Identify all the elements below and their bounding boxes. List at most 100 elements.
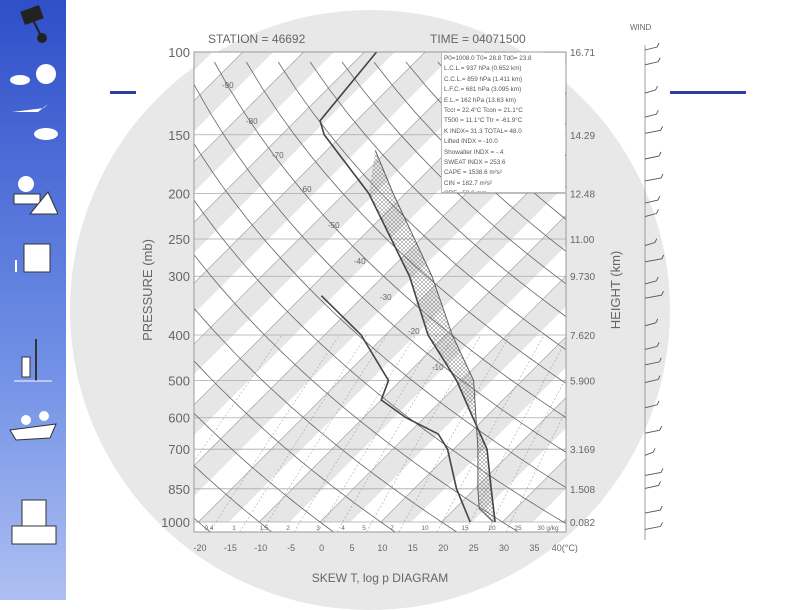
- height-tick-label: 11.00: [570, 235, 595, 246]
- height-tick-label: 1.508: [570, 485, 595, 496]
- height-tick-label: 0.082: [570, 518, 595, 529]
- index-line: T500 = 11.1°C Ttr = -61.9°C: [444, 116, 563, 126]
- pressure-tick-label: 150: [168, 128, 190, 143]
- mixing-ratio-label: 1: [232, 525, 236, 532]
- isotherm-band: [0, 52, 152, 522]
- wind-barb: [645, 376, 660, 383]
- dry-adiabat: [0, 62, 148, 532]
- height-tick-label: 14.29: [570, 131, 595, 142]
- mixing-ratio-label: 1.5: [259, 525, 268, 532]
- index-line: E.L.= 162 hPa (13.63 km): [444, 96, 563, 106]
- pressure-tick-label: 400: [168, 328, 190, 343]
- wind-barb: [645, 277, 658, 284]
- wind-barb: [645, 174, 663, 181]
- station-label: STATION = 46692: [208, 32, 306, 46]
- index-line: L.F.C.= 681 hPa (3.095 km): [444, 85, 563, 95]
- temperature-tick-label: 10: [377, 543, 387, 553]
- wind-barb: [645, 468, 663, 475]
- isotherm-band: [563, 52, 800, 522]
- wind-barb: [645, 481, 661, 488]
- wind-barb: [645, 255, 664, 262]
- pressure-tick-label: 500: [168, 374, 190, 389]
- dry-adiabat: [629, 62, 800, 532]
- pressure-tick-label: 250: [168, 232, 190, 247]
- isotherm-label: -20: [408, 327, 420, 336]
- index-line: L.C.L.= 937 hPa (0.652 km): [444, 64, 563, 74]
- mixing-ratio-label: 10: [421, 525, 429, 532]
- isotherm: [0, 52, 60, 522]
- temperature-tick-label: 30: [499, 543, 509, 553]
- height-tick-label: 16.71: [570, 48, 595, 59]
- mixing-ratio-label: 7: [390, 525, 394, 532]
- wind-barb: [645, 426, 662, 433]
- index-line: P0=1008.0 T0= 28.8 Td0= 23.8: [444, 54, 563, 64]
- height-tick-label: 7.620: [570, 331, 595, 342]
- isotherm-band: [0, 52, 91, 522]
- isotherm-label: -30: [380, 293, 392, 302]
- mixing-ratio-label: 2: [286, 525, 290, 532]
- time-label: TIME = 04071500: [430, 32, 526, 46]
- mixing-ratio-label: 5: [362, 525, 366, 532]
- temperature-tick-label: -5: [287, 543, 295, 553]
- isotherm-label: -40: [354, 257, 366, 266]
- isotherm-label: -10: [432, 363, 444, 372]
- wind-barb: [645, 342, 659, 349]
- mixing-ratio-label: 20: [488, 525, 496, 532]
- mixing-ratio-label: 3: [316, 525, 320, 532]
- temperature-tick-label: 40(°C): [552, 543, 578, 553]
- temperature-tick-label: 15: [408, 543, 418, 553]
- index-line: Lifted INDX = -10.0: [444, 137, 563, 147]
- wind-barb: [645, 401, 659, 408]
- wind-barb: [645, 58, 660, 65]
- isotherm-label: -50: [328, 221, 340, 230]
- index-line: Tccl = 22.4°C Tcon = 21.1°C: [444, 106, 563, 116]
- wind-barb: [645, 239, 657, 246]
- temperature-tick-label: 5: [349, 543, 354, 553]
- wind-barb: [645, 152, 661, 159]
- y-axis-right-label: HEIGHT (km): [608, 251, 623, 329]
- wind-barb: [645, 196, 660, 203]
- wind-barb: [645, 506, 662, 513]
- index-line: CIN = 182.7 m²s²: [444, 179, 563, 189]
- temperature-tick-label: 0: [319, 543, 324, 553]
- wind-barb: [645, 126, 663, 133]
- height-tick-label: 3.169: [570, 445, 595, 456]
- isotherm: [563, 52, 800, 522]
- height-tick-label: 12.48: [570, 189, 595, 200]
- index-line: CAPE = 1538.6 m²s²: [444, 168, 563, 178]
- wind-barb: [645, 110, 658, 117]
- isotherm: [0, 52, 121, 522]
- temperature-tick-label: -10: [254, 543, 267, 553]
- pressure-tick-label: 850: [168, 482, 190, 497]
- isotherm-label: -70: [272, 151, 284, 160]
- index-line: Showalter INDX = -.4: [444, 148, 563, 158]
- pressure-tick-label: 600: [168, 411, 190, 426]
- wind-barb: [645, 86, 658, 93]
- temperature-tick-label: -20: [193, 543, 206, 553]
- temperature-tick-label: -15: [224, 543, 237, 553]
- wind-barb: [645, 43, 659, 50]
- index-line: K INDX= 31.3 TOTAL= 48.0: [444, 127, 563, 137]
- y-axis-label: PRESSURE (mb): [140, 239, 155, 341]
- wind-barb: [645, 522, 663, 529]
- temperature-tick-label: 35: [529, 543, 539, 553]
- isotherm-label: -60: [300, 185, 312, 194]
- mixing-ratio-label: 30 g/kg: [537, 525, 559, 532]
- temperature-tick-label: 20: [438, 543, 448, 553]
- mixing-ratio-label: 25: [514, 525, 522, 532]
- dry-adiabat: [565, 62, 800, 532]
- height-tick-label: 9.730: [570, 272, 595, 283]
- height-tick-label: 5.900: [570, 377, 595, 388]
- mixing-ratio-label: 15: [461, 525, 469, 532]
- isotherm-label: -90: [222, 81, 234, 90]
- mixing-ratio-label: 4: [341, 525, 345, 532]
- wind-barb: [645, 319, 658, 326]
- index-line: C.C.L.= 859 hPa (1.411 km): [444, 75, 563, 85]
- mixing-ratio-label: 0.4: [204, 525, 213, 532]
- dry-adiabat: [597, 62, 800, 532]
- wind-barb: [645, 358, 661, 365]
- pressure-tick-label: 300: [168, 269, 190, 284]
- isotherm-label: -80: [246, 117, 258, 126]
- stability-indices-box: P0=1008.0 T0= 28.8 Td0= 23.8L.C.L.= 937 …: [441, 53, 565, 193]
